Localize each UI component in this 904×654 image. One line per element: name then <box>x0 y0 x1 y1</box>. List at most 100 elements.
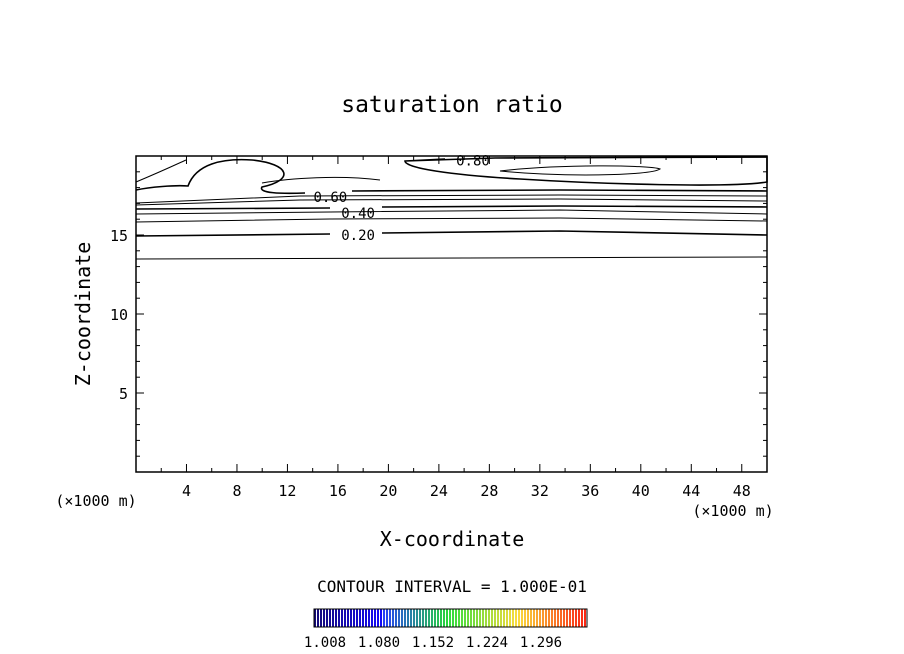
colorbar-stripe <box>344 609 346 627</box>
colorbar-stripe <box>428 609 430 627</box>
colorbar-stripe <box>413 609 415 627</box>
colorbar-stripe <box>410 609 412 627</box>
colorbar-stripe <box>548 609 550 627</box>
colorbar-stripe <box>332 609 334 627</box>
colorbar-stripe <box>479 609 481 627</box>
colorbar-ticks: 1.008 1.080 1.152 1.224 1.296 <box>304 635 562 651</box>
x-tick-label: 44 <box>682 482 700 500</box>
colorbar-stripe <box>440 609 442 627</box>
colorbar-stripe <box>431 609 433 627</box>
colorbar-stripe <box>416 609 418 627</box>
colorbar-stripe <box>482 609 484 627</box>
contour-line-020 <box>135 230 768 237</box>
colorbar-stripe <box>398 609 400 627</box>
colorbar-stripe <box>494 609 496 627</box>
chart-title: saturation ratio <box>341 92 563 118</box>
colorbar-stripe <box>437 609 439 627</box>
y-tick-label: 15 <box>110 227 128 245</box>
colorbar-stripe <box>575 609 577 627</box>
x-unit-right: (×1000 m) <box>692 502 773 520</box>
contour-line-inner-right <box>499 165 662 176</box>
colorbar-stripe <box>317 609 319 627</box>
x-tick-label: 12 <box>278 482 296 500</box>
x-tick-label: 4 <box>182 482 191 500</box>
colorbar-tick-label: 1.224 <box>466 635 508 651</box>
colorbar-stripe <box>476 609 478 627</box>
colorbar-stripe <box>464 609 466 627</box>
colorbar-stripe <box>374 609 376 627</box>
x-tick-label: 16 <box>329 482 347 500</box>
contour-line-mid <box>135 209 768 215</box>
y-axis-label: Z-coordinate <box>71 242 95 387</box>
colorbar-stripe <box>389 609 391 627</box>
colorbar-stripe <box>455 609 457 627</box>
contour-line-inner-left <box>135 159 187 183</box>
colorbar-stripe <box>503 609 505 627</box>
colorbar-tick-label: 1.152 <box>412 635 454 651</box>
colorbar-stripe <box>329 609 331 627</box>
colorbar-stripe <box>551 609 553 627</box>
colorbar-stripe <box>539 609 541 627</box>
colorbar-stripe <box>386 609 388 627</box>
colorbar-stripe <box>392 609 394 627</box>
colorbar-stripe <box>335 609 337 627</box>
colorbar-stripe <box>485 609 487 627</box>
x-axis-label: X-coordinate <box>380 527 525 551</box>
colorbar-stripe <box>500 609 502 627</box>
x-tick-label: 24 <box>430 482 448 500</box>
contour-line-base <box>135 256 768 260</box>
contour-label: 0.80 <box>456 154 490 170</box>
contour-line-lower <box>135 217 768 223</box>
colorbar-stripe <box>581 609 583 627</box>
colorbar-stripe <box>521 609 523 627</box>
contour-line-060 <box>135 158 768 195</box>
colorbar-stripe <box>458 609 460 627</box>
x-tick-label: 20 <box>379 482 397 500</box>
contour-line-080 <box>404 156 768 186</box>
plot-area: 0.800.600.400.20 4 8 12 16 20 24 28 32 36 40 44 48 … <box>110 154 768 500</box>
colorbar-stripe <box>314 609 316 627</box>
x-ticks: 4 8 12 16 20 24 28 32 36 40 44 48 <box>160 156 751 500</box>
colorbar-stripe <box>554 609 556 627</box>
colorbar-stripe <box>356 609 358 627</box>
colorbar-stripe <box>497 609 499 627</box>
x-unit-left: (×1000 m) <box>55 492 136 510</box>
colorbar-stripe <box>320 609 322 627</box>
colorbar-stripe <box>545 609 547 627</box>
colorbar-stripe <box>566 609 568 627</box>
colorbar-stripe <box>326 609 328 627</box>
contour-label: 0.40 <box>341 206 375 222</box>
y-tick-label: 5 <box>119 385 128 403</box>
colorbar-stripe <box>542 609 544 627</box>
colorbar-stripe <box>449 609 451 627</box>
x-tick-label: 36 <box>581 482 599 500</box>
colorbar-stripe <box>338 609 340 627</box>
colorbar-stripes <box>314 609 586 627</box>
contour-label: 0.60 <box>313 190 347 206</box>
colorbar-stripe <box>377 609 379 627</box>
colorbar-stripe <box>488 609 490 627</box>
y-tick-label: 10 <box>110 306 128 324</box>
colorbar-stripe <box>467 609 469 627</box>
colorbar-stripe <box>350 609 352 627</box>
colorbar-tick-label: 1.008 <box>304 635 346 651</box>
colorbar-stripe <box>518 609 520 627</box>
colorbar-stripe <box>341 609 343 627</box>
colorbar-stripe <box>383 609 385 627</box>
colorbar-stripe <box>515 609 517 627</box>
colorbar-stripe <box>419 609 421 627</box>
colorbar-stripe <box>422 609 424 627</box>
colorbar-stripe <box>584 609 586 627</box>
colorbar-stripe <box>461 609 463 627</box>
colorbar-stripe <box>443 609 445 627</box>
colorbar-stripe <box>365 609 367 627</box>
colorbar-stripe <box>452 609 454 627</box>
colorbar-stripe <box>563 609 565 627</box>
colorbar-stripe <box>401 609 403 627</box>
x-tick-label: 32 <box>531 482 549 500</box>
colorbar-stripe <box>533 609 535 627</box>
contour-line-040 <box>135 205 768 210</box>
colorbar-stripe <box>323 609 325 627</box>
colorbar-stripe <box>407 609 409 627</box>
